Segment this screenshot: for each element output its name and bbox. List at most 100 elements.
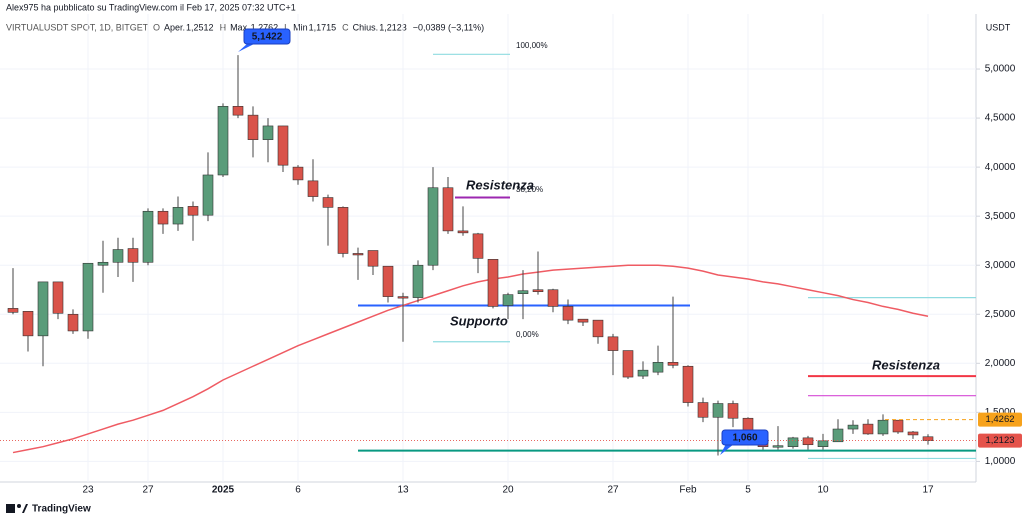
level-label: Supporto xyxy=(450,313,508,328)
candle-body xyxy=(217,106,229,176)
x-tick-label: 20 xyxy=(502,485,514,496)
annotation-box xyxy=(721,429,769,446)
ohlc-legend: OAper.1,2512HMax.1,2762LMin1,1715CChius.… xyxy=(153,22,484,32)
candle-body xyxy=(457,230,469,234)
candle-body xyxy=(22,311,34,337)
candle-body xyxy=(382,265,394,297)
candle-body xyxy=(52,281,64,314)
candle-body xyxy=(802,437,814,446)
price-tag-label: 1,2123 xyxy=(985,435,1014,446)
candle-body xyxy=(712,403,724,418)
candle-body xyxy=(862,423,874,435)
candle-body xyxy=(7,308,19,313)
brand: TradingView xyxy=(32,504,91,515)
ohlc-key: L xyxy=(284,22,289,32)
candle-body xyxy=(892,419,904,433)
candle-body xyxy=(232,106,244,116)
candle-body xyxy=(397,296,409,299)
x-tick-label: 27 xyxy=(607,485,619,496)
ohlc-name: Aper. xyxy=(164,22,185,32)
candle-body xyxy=(727,403,739,419)
candle-body xyxy=(502,294,514,306)
candle-body xyxy=(832,428,844,443)
price-tag xyxy=(978,433,1022,448)
candle-body xyxy=(562,306,574,321)
moving-average xyxy=(12,264,929,454)
x-tick-label: 5 xyxy=(745,485,751,496)
y-tick-label: 1,0000 xyxy=(985,456,1016,467)
level-label: Resistenza xyxy=(872,357,940,372)
currency: USDT xyxy=(986,22,1011,32)
price-tag xyxy=(978,412,1022,427)
candle-body xyxy=(322,197,334,208)
brand-logo xyxy=(6,504,28,513)
level-label: Resistenza xyxy=(466,177,534,192)
y-tick-label: 1,5000 xyxy=(985,407,1016,418)
ohlc-value: 1,2762 xyxy=(251,22,279,32)
symbol: VIRTUALUSDT SPOT, 1D, BITGET xyxy=(6,22,149,32)
candle-body xyxy=(142,210,154,263)
candle-body xyxy=(817,440,829,447)
candle-body xyxy=(652,362,664,373)
candle-body xyxy=(427,187,439,266)
x-tick-label: Feb xyxy=(679,485,697,496)
candle-body xyxy=(277,125,289,166)
price-tag-label: 1,4262 xyxy=(985,414,1014,425)
annotation-box xyxy=(243,28,291,45)
candle-body xyxy=(352,253,364,256)
ohlc-name: Chius. xyxy=(353,22,379,32)
y-tick-label: 5,0000 xyxy=(985,64,1016,75)
candle-body xyxy=(772,445,784,448)
y-tick-label: 2,5000 xyxy=(985,309,1016,320)
candle-body xyxy=(622,350,634,378)
candle-body xyxy=(37,281,49,337)
fib-label: 100,00% xyxy=(516,41,548,50)
ohlc-key: O xyxy=(153,22,160,32)
x-tick-label: 17 xyxy=(922,485,934,496)
x-tick-label: 6 xyxy=(295,485,301,496)
candle-body xyxy=(67,313,79,332)
candle-body xyxy=(127,248,139,263)
ohlc-value: 1,2123 xyxy=(379,22,407,32)
ohlc-name: Min xyxy=(293,22,308,32)
candle-body xyxy=(337,207,349,254)
candle-body xyxy=(847,424,859,430)
ohlc-value: 1,1715 xyxy=(309,22,337,32)
candle-body xyxy=(247,114,259,140)
candle-body xyxy=(82,262,94,332)
candle-body xyxy=(607,336,619,351)
candle-body xyxy=(532,289,544,293)
candle-body xyxy=(487,259,499,307)
annotation-label: 5,1422 xyxy=(252,32,283,43)
candle-body xyxy=(157,210,169,225)
candle-body xyxy=(697,402,709,418)
ohlc-name: Max. xyxy=(230,22,250,32)
candle-body xyxy=(97,261,109,266)
candle-body xyxy=(577,318,589,323)
candle-body xyxy=(667,362,679,366)
candle-body xyxy=(187,206,199,216)
fib-label: 0,00% xyxy=(516,330,539,339)
ohlc-key: C xyxy=(342,22,349,32)
x-tick-label: 10 xyxy=(817,485,829,496)
candle-body xyxy=(592,319,604,338)
ohlc-change: −0,0389 (−3,11%) xyxy=(413,22,484,32)
candle-body xyxy=(292,166,304,181)
x-tick-label: 27 xyxy=(142,485,154,496)
y-tick-label: 4,5000 xyxy=(985,113,1016,124)
candle-body xyxy=(547,289,559,307)
candle-body xyxy=(367,250,379,267)
candle-body xyxy=(472,233,484,259)
annotation-label: 1,060 xyxy=(732,433,757,444)
ohlc-value: 1,2512 xyxy=(186,22,214,32)
candle-body xyxy=(907,431,919,436)
annotation-pointer xyxy=(720,444,734,455)
candle-body xyxy=(172,207,184,225)
y-tick-label: 3,0000 xyxy=(985,260,1016,271)
annotation-pointer xyxy=(238,43,256,52)
publisher: Alex975 ha pubblicato su TradingView.com… xyxy=(6,2,296,12)
candle-body xyxy=(922,436,934,441)
